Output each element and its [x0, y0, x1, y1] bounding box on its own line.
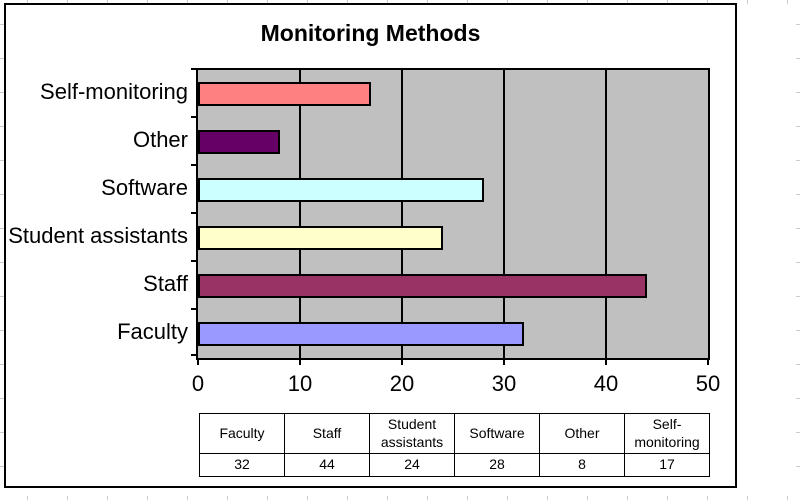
bar-other: [198, 130, 280, 154]
x-axis-tick-40: [605, 360, 607, 365]
chart-data-table-body: Faculty Staff Student assistants Software Ot…: [199, 413, 710, 477]
table-value-cell-self-monitoring: 17: [624, 453, 710, 477]
table-header-cell-faculty: Faculty: [199, 413, 285, 454]
category-axis-tick-6: [191, 354, 196, 356]
table-header-row: Faculty Staff Student assistants Software Ot…: [199, 413, 710, 454]
category-axis-tick-5: [191, 308, 196, 310]
table-value-cell-software: 28: [454, 453, 540, 477]
x-axis-tick-label-0: 0: [191, 371, 205, 396]
x-axis-tick-label-30: 30: [491, 371, 517, 396]
x-axis-tick-label-40: 40: [593, 371, 619, 396]
bar-student-assistants: [198, 226, 443, 250]
category-axis-label-student-assistants: Student assistants: [8, 223, 188, 248]
chart-data-table: Faculty Staff Student assistants Software Ot…: [199, 413, 710, 477]
gridline-x-20: [401, 70, 403, 358]
chart-title: Monitoring Methods: [260, 20, 481, 46]
x-axis-tick-label-50: 50: [695, 371, 721, 396]
category-axis-label-self-monitoring: Self-monitoring: [40, 79, 188, 104]
x-axis-tick-20: [401, 360, 403, 365]
gridline-x-10: [299, 70, 301, 358]
x-axis-tick-30: [503, 360, 505, 365]
gridline-x-30: [503, 70, 505, 358]
table-header-cell-other: Other: [539, 413, 625, 454]
table-value-cell-faculty: 32: [199, 453, 285, 477]
category-axis-tick-4: [191, 260, 196, 262]
chart-object[interactable]: Monitoring Methods Faculty Staff Student a…: [4, 3, 737, 488]
table-header-cell-software: Software: [454, 413, 540, 454]
x-axis-tick-10: [299, 360, 301, 365]
sheet-gridline-stubs-bottom: [0, 496, 800, 500]
table-value-cell-staff: 44: [284, 453, 370, 477]
gridline-x-40: [605, 70, 607, 358]
category-axis-label-other: Other: [132, 127, 188, 152]
table-value-row: 32 44 24 28 8 17: [199, 453, 710, 477]
table-value-cell-other: 8: [539, 453, 625, 477]
x-axis-tick-label-10: 10: [287, 371, 313, 396]
category-axis-tick-3: [191, 212, 196, 214]
category-axis-tick-2: [191, 164, 196, 166]
table-header-cell-student-assistants: Student assistants: [369, 413, 455, 454]
table-value-cell-student-assistants: 24: [369, 453, 455, 477]
table-header-cell-self-monitoring: Self-monitoring: [624, 413, 710, 454]
category-axis-tick-0: [191, 68, 196, 70]
bar-self-monitoring: [198, 82, 371, 106]
bar-staff: [198, 274, 647, 298]
plot-area: [196, 68, 710, 360]
category-axis-label-software: Software: [101, 175, 188, 200]
x-axis-tick-label-20: 20: [389, 371, 415, 396]
bar-faculty: [198, 322, 524, 346]
table-header-cell-staff: Staff: [284, 413, 370, 454]
category-axis-label-faculty: Faculty: [117, 319, 188, 344]
bar-software: [198, 178, 484, 202]
category-axis-label-staff: Staff: [143, 271, 188, 296]
x-axis-tick-50: [707, 360, 709, 365]
x-axis-tick-0: [197, 360, 199, 365]
sheet-gridline-stubs-right: [796, 0, 800, 500]
category-axis-tick-1: [191, 116, 196, 118]
